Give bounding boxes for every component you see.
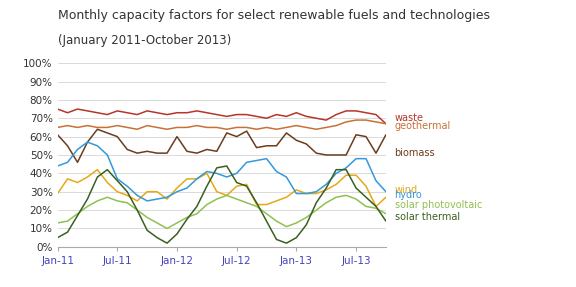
Text: biomass: biomass	[395, 148, 435, 158]
Text: (January 2011-October 2013): (January 2011-October 2013)	[58, 34, 231, 47]
Text: solar photovoltaic: solar photovoltaic	[395, 199, 482, 210]
Text: Monthly capacity factors for select renewable fuels and technologies: Monthly capacity factors for select rene…	[58, 9, 490, 22]
Text: solar thermal: solar thermal	[395, 212, 460, 222]
Text: waste: waste	[395, 113, 423, 123]
Text: wind: wind	[395, 185, 418, 195]
Text: hydro: hydro	[395, 190, 422, 200]
Text: geothermal: geothermal	[395, 121, 451, 131]
